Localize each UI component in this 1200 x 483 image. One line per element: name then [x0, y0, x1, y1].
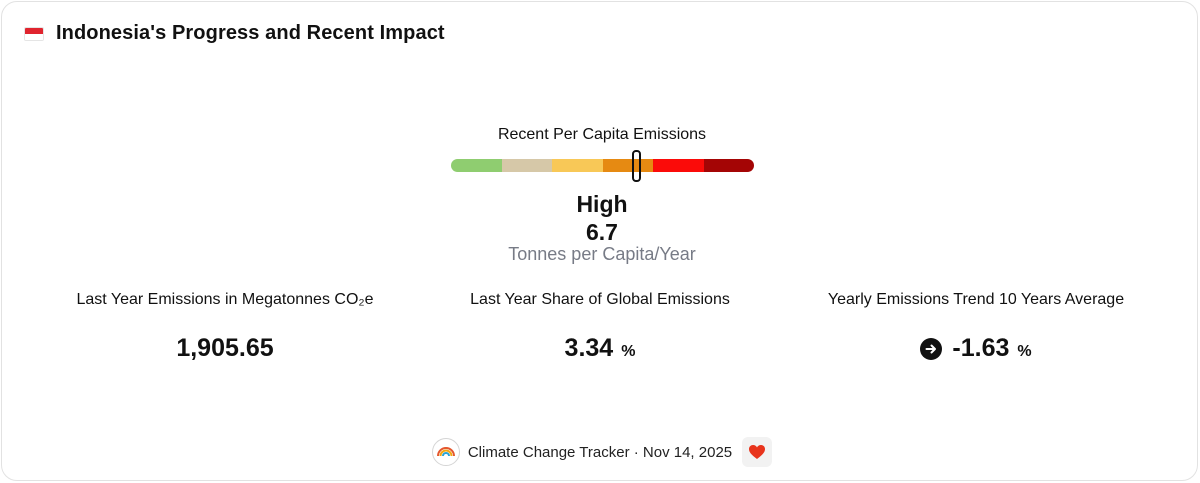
stat-value: -1.63	[952, 334, 1010, 362]
stat-label: Yearly Emissions Trend 10 Years Average	[827, 291, 1125, 308]
gauge-segment-3	[552, 159, 603, 172]
stat-value: 1,905.65	[176, 334, 274, 362]
gauge-label: Recent Per Capita Emissions	[497, 126, 707, 143]
footer-source-text[interactable]: Climate Change Tracker · Nov 14, 2025	[467, 443, 733, 461]
per-capita-units: Tonnes per Capita/Year	[508, 244, 696, 264]
stat-label: Last Year Emissions in Megatonnes CO₂e	[76, 291, 374, 308]
arrow-right-icon	[920, 337, 943, 360]
stat-value: 3.34	[564, 334, 614, 362]
heart-icon	[749, 445, 766, 459]
rainbow-logo-icon[interactable]	[431, 438, 460, 466]
gauge-segment-2	[501, 159, 552, 172]
indonesia-flag-icon	[24, 26, 44, 41]
stat-unit: %	[621, 343, 636, 360]
card-header: Indonesia's Progress and Recent Impact	[24, 22, 445, 45]
stat-global-share: Last Year Share of Global Emissions 3.34…	[400, 291, 800, 363]
card-title: Indonesia's Progress and Recent Impact	[56, 22, 445, 44]
stat-unit: %	[1017, 343, 1032, 360]
emissions-gauge-bar	[451, 159, 754, 172]
gauge-marker	[631, 150, 641, 182]
gauge-segment-4	[602, 159, 653, 172]
like-button[interactable]	[742, 437, 773, 467]
card-footer: Climate Change Tracker · Nov 14, 2025	[2, 437, 1200, 467]
stat-last-year-emissions: Last Year Emissions in Megatonnes CO₂e 1…	[25, 291, 425, 363]
gauge-segment-6	[703, 159, 754, 172]
stat-label: Last Year Share of Global Emissions	[470, 291, 730, 308]
stat-yearly-trend: Yearly Emissions Trend 10 Years Average …	[776, 291, 1176, 363]
gauge-segment-5	[653, 159, 704, 172]
emissions-level: High	[576, 191, 628, 217]
gauge-segment-1	[451, 159, 502, 172]
per-capita-value: 6.7	[586, 219, 618, 245]
